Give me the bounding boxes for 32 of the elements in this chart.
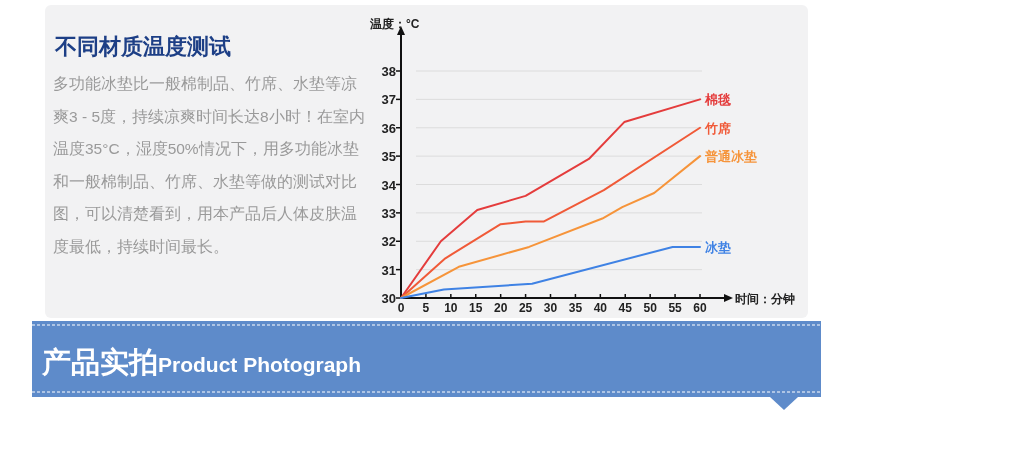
text: 多功能冰垫比一般棉制品、竹席、水垫等凉爽3 - 5度，持续凉爽时间长达8小时！在室内温度35°C，湿度50%情况下，用多功能冰垫和一般棉制品、竹席、水垫等做的测试对比图，可以清楚看到，用本产品后人体皮肤温度最低，持续时间最长。 (53, 74, 366, 257)
x-tick-label: 20 (493, 301, 508, 315)
x-tick-label: 10 (444, 301, 458, 315)
text: 不同材质温度测试 (54, 34, 231, 59)
y-tick-label: 33 (381, 205, 396, 221)
y-tick-label: 31 (381, 262, 396, 278)
x-tick-label: 40 (593, 301, 608, 315)
y-tick-label: 38 (381, 64, 396, 79)
x-tick-label: 25 (518, 301, 533, 315)
series-label: 棉毯 (704, 92, 731, 108)
series-label: 普通冰垫 (704, 149, 757, 165)
x-tick-label: 35 (568, 301, 583, 315)
x-tick-label: 5 (422, 301, 430, 315)
line-series (400, 245, 701, 299)
x-tick-label: 15 (469, 301, 483, 315)
line-series (400, 155, 701, 299)
y-tick-label: 35 (381, 149, 396, 165)
y-tick-label: 32 (381, 234, 396, 250)
y-axis-title: 温度：°C (369, 17, 420, 31)
text: 产品实拍Product Photograph (41, 346, 361, 378)
y-tick-label: 36 (381, 120, 396, 136)
x-tick-label: 45 (618, 301, 633, 315)
x-tick-label: 50 (643, 301, 658, 315)
x-tick-label: 0 (397, 301, 405, 315)
series-label: 竹席 (704, 120, 731, 136)
x-tick-label: 30 (543, 301, 558, 315)
x-tick-label: 60 (693, 301, 707, 315)
series-label: 冰垫 (705, 239, 731, 255)
x-axis-title: 时间：分钟 (735, 292, 795, 306)
x-tick-label: 55 (668, 301, 683, 315)
y-tick-label: 37 (381, 92, 396, 108)
y-tick-label: 34 (381, 177, 397, 193)
